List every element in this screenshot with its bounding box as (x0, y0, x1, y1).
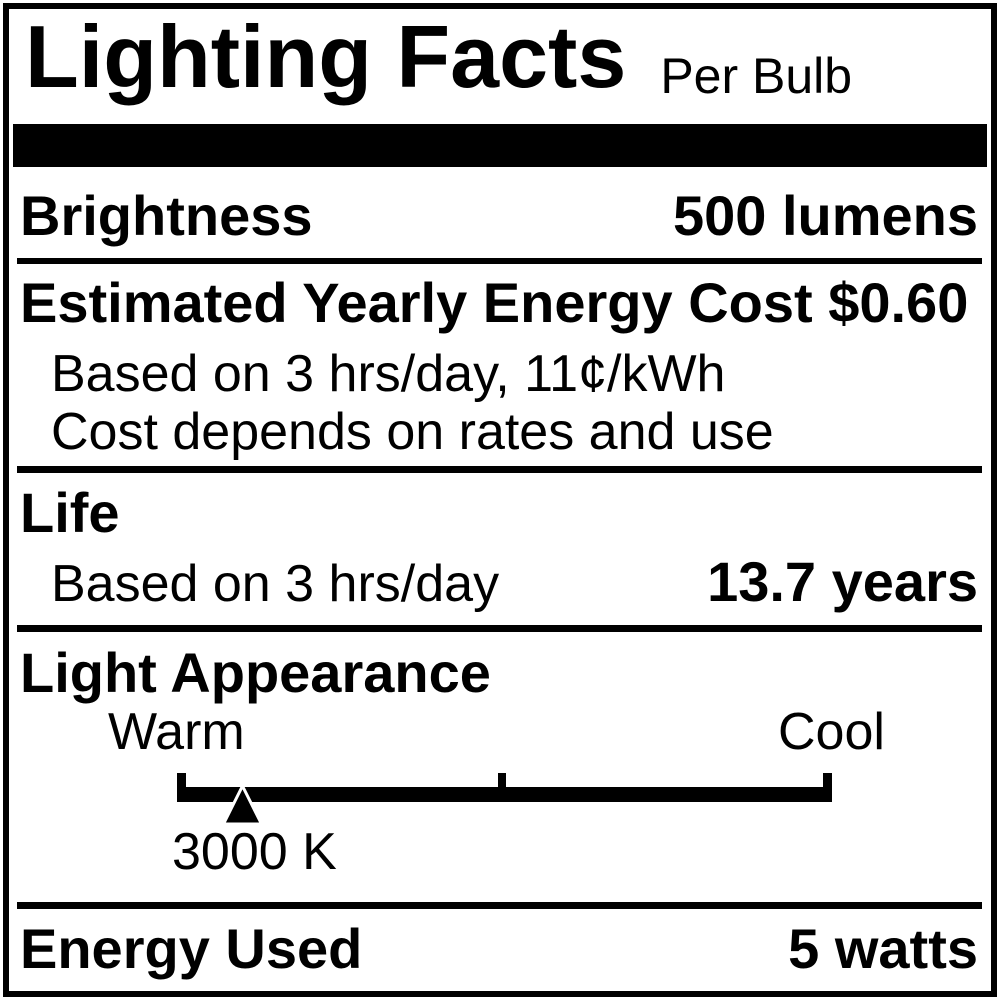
life-section: Life (9, 485, 991, 541)
color-temperature-value: 3000 K (172, 823, 337, 881)
energy-used-label: Energy Used (20, 917, 363, 980)
life-value: 13.7 years (707, 550, 978, 613)
energy-cost-disclaimer: Cost depends on rates and use (51, 403, 774, 461)
energy-used-value: 5 watts (788, 917, 978, 980)
life-basis: Based on 3 hrs/day (51, 555, 500, 613)
light-appearance-label: Light Appearance (20, 641, 491, 704)
light-appearance-section: Light Appearance (9, 645, 991, 701)
label-title: Lighting Facts (25, 7, 627, 106)
lighting-facts-label: Lighting Facts Per Bulb Brightness 500 l… (3, 3, 997, 997)
header-separator-bar (13, 124, 987, 167)
section-divider (17, 902, 982, 909)
temperature-marker-icon (221, 782, 264, 826)
scale-tick-middle (498, 773, 506, 802)
section-divider (17, 466, 982, 473)
warm-label: Warm (108, 703, 245, 761)
section-divider (17, 258, 982, 264)
brightness-label: Brightness (20, 184, 313, 247)
cool-label: Cool (778, 703, 885, 761)
energy-cost-basis-row: Based on 3 hrs/day, 11¢/kWh (9, 348, 991, 400)
energy-cost-section: Estimated Yearly Energy Cost $0.60 (9, 275, 991, 331)
energy-cost-heading: Estimated Yearly Energy Cost $0.60 (20, 271, 969, 334)
life-label: Life (20, 481, 120, 544)
label-header: Lighting Facts Per Bulb (9, 7, 991, 106)
color-temperature-scale (177, 773, 832, 826)
brightness-row: Brightness 500 lumens (9, 188, 991, 244)
energy-cost-basis: Based on 3 hrs/day, 11¢/kWh (51, 345, 726, 403)
per-unit-label: Per Bulb (660, 48, 853, 104)
section-divider (17, 625, 982, 632)
scale-tick-right (823, 773, 832, 802)
brightness-value: 500 lumens (672, 184, 978, 247)
energy-cost-disclaimer-row: Cost depends on rates and use (9, 406, 991, 458)
scale-tick-left (177, 773, 186, 802)
life-value-row: Based on 3 hrs/day 13.7 years (9, 550, 991, 613)
energy-used-row: Energy Used 5 watts (9, 921, 991, 977)
warm-cool-row: Warm Cool (9, 706, 991, 758)
